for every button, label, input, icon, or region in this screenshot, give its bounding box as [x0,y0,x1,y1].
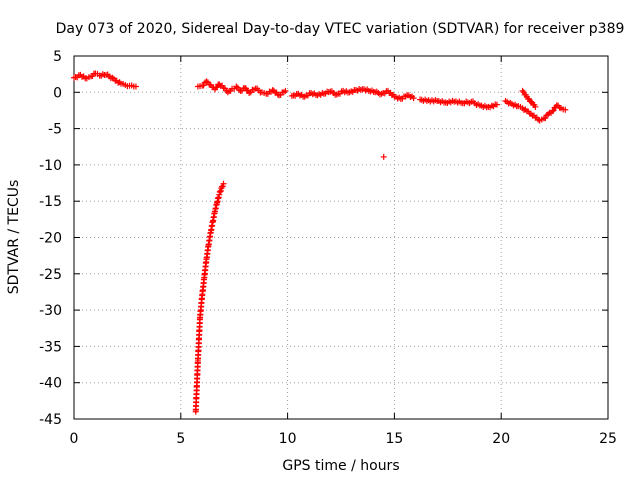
y-tick-label: 0 [53,85,62,101]
data-point [528,98,535,105]
y-tick-label: -10 [39,158,62,174]
y-tick-label: 5 [53,49,62,65]
x-tick-labels: 0 5 10 15 20 25 [70,431,617,447]
plot-frame [73,55,609,420]
x-tick-label: 10 [279,431,297,447]
data-point [562,106,569,113]
grid-lines [74,56,608,419]
y-tick-label: -25 [39,267,62,283]
y-tick-label: -20 [39,231,62,247]
y-tick-label: -40 [39,376,62,392]
chart-title: Day 073 of 2020, Sidereal Day-to-day VTE… [56,21,625,37]
x-tick-label: 0 [70,431,79,447]
x-axis-label: GPS time / hours [282,458,399,474]
y-tick-labels: 5 0 -5 -10 -15 -20 -25 -30 -35 -40 -45 [39,49,62,428]
data-points [71,70,569,415]
data-point [410,95,417,102]
y-tick-label: -35 [39,339,62,355]
data-point [493,101,500,108]
y-tick-label: -45 [39,412,62,428]
y-tick-label: -5 [48,122,62,138]
data-point [532,103,539,110]
data-point [380,153,387,160]
data-point [550,107,557,114]
y-tick-label: -15 [39,194,62,210]
data-point [132,83,139,90]
x-tick-label: 25 [599,431,617,447]
data-point [220,180,227,187]
x-tick-label: 15 [385,431,403,447]
x-tick-label: 5 [176,431,185,447]
data-point [549,108,556,115]
data-point [282,87,289,94]
y-axis-label: SDTVAR / TECUs [6,180,22,295]
y-tick-label: -30 [39,303,62,319]
x-tick-label: 20 [492,431,510,447]
